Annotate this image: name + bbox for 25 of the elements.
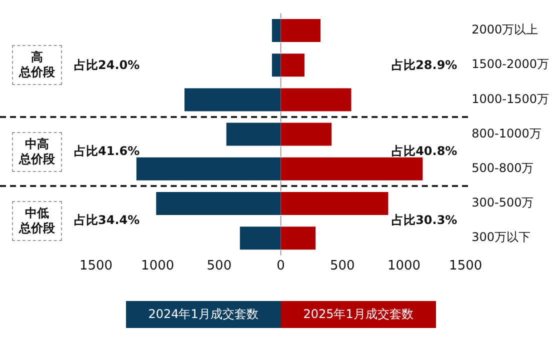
x-tick-label: 1000 [387,258,421,274]
y-tick-label: 300万以下 [472,230,530,244]
annotation: 占比41.6% [74,144,140,160]
group-label-box: 高总价段 [12,45,62,86]
annotation: 占比34.4% [74,213,140,228]
annotation: 占比40.8% [392,144,458,160]
annotation: 占比24.0% [74,58,140,73]
y-tick-label: 1000-1500万 [472,92,550,106]
x-tick-label: 1500 [79,258,113,274]
text: 2025年1月成交套数 [280,301,436,328]
x-tick-label: 1000 [141,258,174,274]
y-tick-label: 800-1000万 [472,126,542,140]
y-tick-label: 1500-2000万 [472,57,550,72]
x-tick-label: 0 [276,258,285,274]
y-tick-label: 2000万以上 [472,22,538,37]
x-tick-label: 1500 [449,258,482,274]
x-tick-label: 500 [330,258,355,274]
annotation: 占比30.3% [392,213,458,228]
y-tick-label: 500-800万 [472,161,534,176]
y-tick-label: 300-500万 [472,196,534,210]
x-tick-label: 500 [206,258,232,274]
group-label-box: 中高总价段 [12,132,62,172]
text: 2024年1月成交套数 [126,301,281,328]
group-label-box: 中低总价段 [12,200,62,241]
annotation: 占比28.9% [392,58,458,73]
